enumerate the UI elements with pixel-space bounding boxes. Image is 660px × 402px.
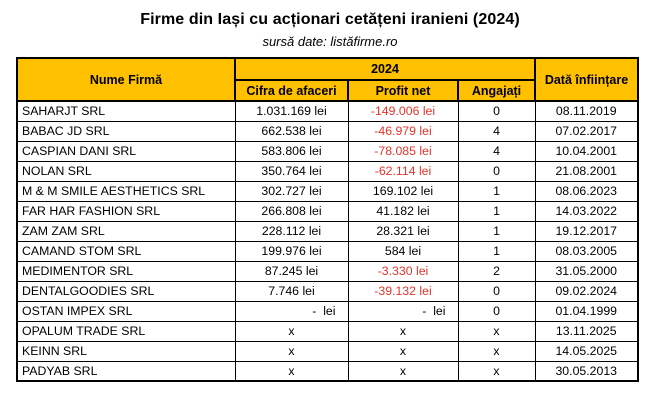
cell-employees: 1 <box>457 200 536 222</box>
table-row: FAR HAR FASHION SRL 266.808 lei 41.182 lei… <box>16 200 639 222</box>
cell-employees: 0 <box>457 280 536 302</box>
cell-profit: -62.114 lei <box>347 160 459 182</box>
cell-revenue: 228.112 lei <box>234 220 349 242</box>
cell-company-name: M & M SMILE AESTHETICS SRL <box>16 180 236 202</box>
cell-revenue: 7.746 lei <box>234 280 349 302</box>
cell-founded: 01.04.1999 <box>534 300 639 322</box>
cell-founded: 09.02.2024 <box>534 280 639 302</box>
companies-table: Nume Firmă 2024 Dată înființare Cifra de… <box>16 57 639 382</box>
cell-founded: 07.02.2017 <box>534 120 639 142</box>
cell-founded: 13.11.2025 <box>534 320 639 342</box>
cell-employees: x <box>457 320 536 342</box>
cell-employees: x <box>457 360 536 382</box>
cell-profit: -46.979 lei <box>347 120 459 142</box>
cell-founded: 14.05.2025 <box>534 340 639 362</box>
cell-founded: 19.12.2017 <box>534 220 639 242</box>
cell-employees: 2 <box>457 260 536 282</box>
table-row: PADYAB SRL x x x 30.05.2013 <box>16 360 639 382</box>
table-row: M & M SMILE AESTHETICS SRL 302.727 lei 169… <box>16 180 639 202</box>
cell-company-name: SAHARJT SRL <box>16 100 236 122</box>
table-row: DENTALGOODIES SRL 7.746 lei -39.132 lei 0 09… <box>16 280 639 302</box>
cell-revenue: 350.764 lei <box>234 160 349 182</box>
table-row: CASPIAN DANI SRL 583.806 lei -78.085 lei 4 1… <box>16 140 639 162</box>
cell-profit: - lei <box>347 300 459 322</box>
cell-revenue: x <box>234 340 349 362</box>
table-row: ZAM ZAM SRL 228.112 lei 28.321 lei 1 19.12.2… <box>16 220 639 242</box>
column-header-founded: Dată înființare <box>534 57 639 102</box>
table-row: MEDIMENTOR SRL 87.245 lei -3.330 lei 2 31.05… <box>16 260 639 282</box>
cell-profit: x <box>347 320 459 342</box>
cell-profit: -149.006 lei <box>347 100 459 122</box>
column-header-year: 2024 <box>234 57 536 81</box>
header-row-metrics: Cifra de afaceri Profit net Angajați <box>17 79 638 102</box>
cell-profit: -39.132 lei <box>347 280 459 302</box>
table-body: SAHARJT SRL 1.031.169 lei -149.006 lei 0 08.… <box>16 100 639 382</box>
cell-founded: 10.04.2001 <box>534 140 639 162</box>
cell-employees: 0 <box>457 100 536 122</box>
cell-company-name: NOLAN SRL <box>16 160 236 182</box>
cell-revenue: 199.976 lei <box>234 240 349 262</box>
table-row: KEINN SRL x x x 14.05.2025 <box>16 340 639 362</box>
cell-founded: 31.05.2000 <box>534 260 639 282</box>
cell-profit: -3.330 lei <box>347 260 459 282</box>
cell-founded: 30.05.2013 <box>534 360 639 382</box>
cell-employees: 1 <box>457 240 536 262</box>
cell-founded: 21.08.2001 <box>534 160 639 182</box>
table-row: NOLAN SRL 350.764 lei -62.114 lei 0 21.08.20… <box>16 160 639 182</box>
data-source-note: sursă date: listăfirme.ro <box>262 34 398 49</box>
cell-company-name: CAMAND STOM SRL <box>16 240 236 262</box>
cell-founded: 08.11.2019 <box>534 100 639 122</box>
cell-revenue: - lei <box>234 300 349 322</box>
cell-revenue: x <box>234 320 349 342</box>
cell-founded: 08.06.2023 <box>534 180 639 202</box>
table-row: OSTAN IMPEX SRL - lei - lei 0 01.04.1999 <box>16 300 639 322</box>
table-row: CAMAND STOM SRL 199.976 lei 584 lei 1 08.03.… <box>16 240 639 262</box>
column-header-profit: Profit net <box>347 79 459 102</box>
cell-employees: x <box>457 340 536 362</box>
cell-revenue: 266.808 lei <box>234 200 349 222</box>
page-title: Firme din Iași cu acționari cetățeni ira… <box>140 11 520 28</box>
cell-company-name: CASPIAN DANI SRL <box>16 140 236 162</box>
cell-profit: 41.182 lei <box>347 200 459 222</box>
column-header-revenue: Cifra de afaceri <box>234 79 349 102</box>
cell-profit: 584 lei <box>347 240 459 262</box>
table-row: OPALUM TRADE SRL x x x 13.11.2025 <box>16 320 639 342</box>
cell-employees: 4 <box>457 140 536 162</box>
table-row: BABAC JD SRL 662.538 lei -46.979 lei 4 07.02… <box>16 120 639 142</box>
cell-revenue: 662.538 lei <box>234 120 349 142</box>
cell-founded: 14.03.2022 <box>534 200 639 222</box>
column-header-company-name: Nume Firmă <box>16 57 236 102</box>
cell-employees: 1 <box>457 180 536 202</box>
cell-profit: 169.102 lei <box>347 180 459 202</box>
cell-profit: x <box>347 360 459 382</box>
cell-profit: -78.085 lei <box>347 140 459 162</box>
cell-employees: 4 <box>457 120 536 142</box>
table-row: SAHARJT SRL 1.031.169 lei -149.006 lei 0 08.… <box>16 100 639 122</box>
cell-employees: 0 <box>457 300 536 322</box>
cell-company-name: OPALUM TRADE SRL <box>16 320 236 342</box>
cell-company-name: KEINN SRL <box>16 340 236 362</box>
cell-profit: x <box>347 340 459 362</box>
cell-revenue: 302.727 lei <box>234 180 349 202</box>
cell-company-name: ZAM ZAM SRL <box>16 220 236 242</box>
cell-revenue: 87.245 lei <box>234 260 349 282</box>
cell-company-name: MEDIMENTOR SRL <box>16 260 236 282</box>
cell-company-name: PADYAB SRL <box>16 360 236 382</box>
cell-revenue: x <box>234 360 349 382</box>
table-header: Nume Firmă 2024 Dată înființare Cifra de… <box>16 57 639 102</box>
cell-revenue: 1.031.169 lei <box>234 100 349 122</box>
cell-company-name: BABAC JD SRL <box>16 120 236 142</box>
cell-founded: 08.03.2005 <box>534 240 639 262</box>
header-row-year: Nume Firmă 2024 Dată înființare <box>16 57 639 102</box>
cell-employees: 0 <box>457 160 536 182</box>
cell-employees: 1 <box>457 220 536 242</box>
cell-profit: 28.321 lei <box>347 220 459 242</box>
cell-revenue: 583.806 lei <box>234 140 349 162</box>
cell-company-name: OSTAN IMPEX SRL <box>16 300 236 322</box>
cell-company-name: FAR HAR FASHION SRL <box>16 200 236 222</box>
column-header-employees: Angajați <box>457 79 536 102</box>
cell-company-name: DENTALGOODIES SRL <box>16 280 236 302</box>
